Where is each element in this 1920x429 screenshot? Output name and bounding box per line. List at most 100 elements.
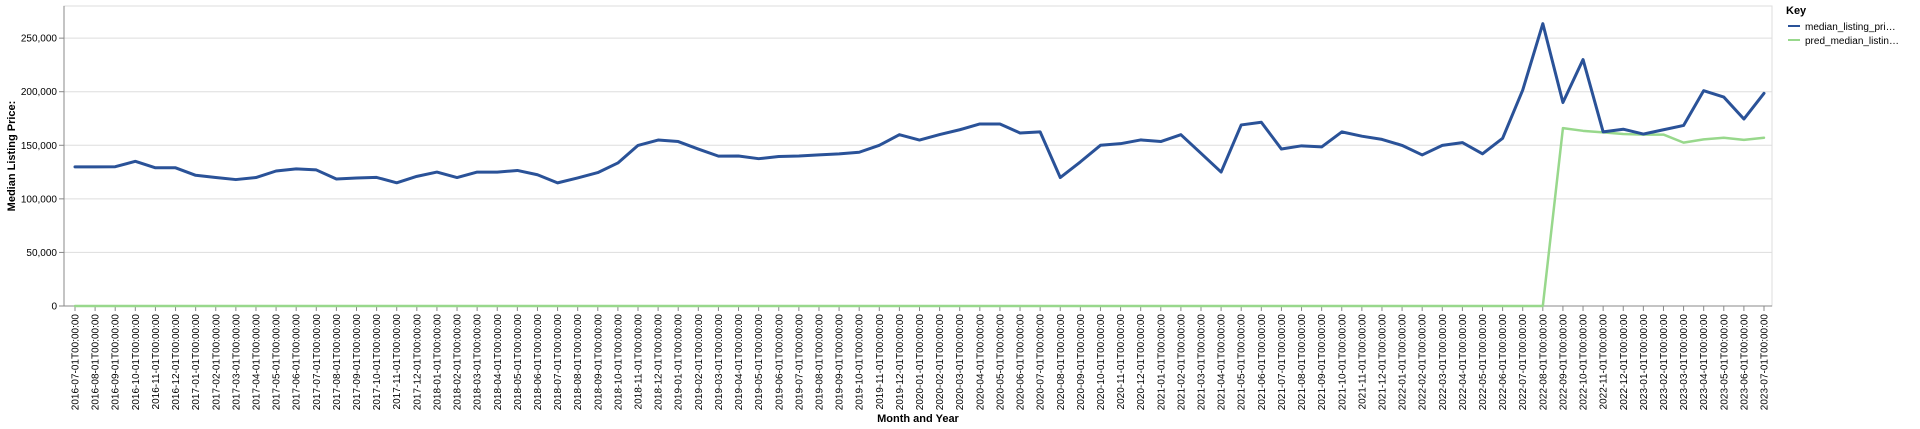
x-tick-label: 2023-01-01T00:00:00 [1639, 314, 1650, 411]
x-tick-label: 2018-07-01T00:00:00 [553, 314, 564, 411]
y-tick-label: 150,000 [21, 141, 58, 152]
x-tick-label: 2017-03-01T00:00:00 [231, 314, 242, 411]
x-tick-label: 2023-07-01T00:00:00 [1760, 314, 1771, 411]
x-tick-label: 2023-06-01T00:00:00 [1739, 314, 1750, 411]
x-tick-label: 2018-08-01T00:00:00 [573, 314, 584, 411]
y-tick-label: 50,000 [26, 248, 57, 259]
y-axis-title: Median Listing Price: [6, 101, 18, 212]
x-tick-label: 2018-11-01T00:00:00 [634, 314, 645, 410]
x-tick-label: 2021-01-01T00:00:00 [1156, 314, 1167, 411]
x-tick-label: 2018-05-01T00:00:00 [513, 314, 524, 411]
x-tick-label: 2021-08-01T00:00:00 [1297, 314, 1308, 411]
x-tick-label: 2021-03-01T00:00:00 [1197, 314, 1208, 411]
x-tick-label: 2019-12-01T00:00:00 [895, 314, 906, 411]
y-tick-label: 250,000 [21, 34, 58, 45]
x-tick-label: 2017-07-01T00:00:00 [312, 314, 323, 411]
x-tick-label: 2021-10-01T00:00:00 [1337, 314, 1348, 411]
x-tick-label: 2023-02-01T00:00:00 [1659, 314, 1670, 411]
x-tick-label: 2017-04-01T00:00:00 [251, 314, 262, 411]
legend-label-pred: pred_median_listin… [1805, 36, 1899, 47]
x-tick-label: 2021-04-01T00:00:00 [1217, 314, 1228, 411]
x-tick-label: 2016-12-01T00:00:00 [171, 314, 182, 411]
x-tick-label: 2020-11-01T00:00:00 [1116, 314, 1127, 410]
x-tick-label: 2017-12-01T00:00:00 [412, 314, 423, 411]
x-tick-label: 2016-10-01T00:00:00 [131, 314, 142, 411]
x-tick-label: 2019-10-01T00:00:00 [855, 314, 866, 411]
x-tick-label: 2016-11-01T00:00:00 [151, 314, 162, 410]
x-tick-label: 2017-09-01T00:00:00 [352, 314, 363, 411]
x-tick-label: 2020-05-01T00:00:00 [995, 314, 1006, 411]
x-tick-label: 2019-05-01T00:00:00 [754, 314, 765, 411]
y-tick-label: 200,000 [21, 87, 58, 98]
x-tick-label: 2021-12-01T00:00:00 [1377, 314, 1388, 411]
x-tick-label: 2017-01-01T00:00:00 [191, 314, 202, 411]
x-tick-label: 2018-03-01T00:00:00 [473, 314, 484, 411]
x-tick-label: 2020-07-01T00:00:00 [1036, 314, 1047, 411]
x-tick-label: 2019-06-01T00:00:00 [774, 314, 785, 411]
x-tick-label: 2018-10-01T00:00:00 [613, 314, 624, 411]
x-tick-label: 2016-09-01T00:00:00 [111, 314, 122, 411]
x-tick-label: 2022-01-01T00:00:00 [1398, 314, 1409, 411]
x-tick-label: 2017-02-01T00:00:00 [211, 314, 222, 411]
series-line-pred-median-listing-price [73, 126, 1766, 308]
x-tick-label: 2021-02-01T00:00:00 [1176, 314, 1187, 411]
y-axis: 0 50,000 100,000 150,000 200,000 250,000 [21, 6, 65, 313]
x-tick-label: 2016-08-01T00:00:00 [91, 314, 102, 411]
x-tick-label: 2021-11-01T00:00:00 [1357, 314, 1368, 410]
x-tick-label: 2019-08-01T00:00:00 [814, 314, 825, 411]
x-tick-label: 2016-07-01T00:00:00 [71, 314, 82, 411]
x-tick-label: 2019-02-01T00:00:00 [694, 314, 705, 411]
x-tick-label: 2020-04-01T00:00:00 [975, 314, 986, 411]
x-tick-label: 2020-08-01T00:00:00 [1056, 314, 1067, 411]
x-tick-label: 2017-06-01T00:00:00 [292, 314, 303, 411]
x-tick-label: 2020-03-01T00:00:00 [955, 314, 966, 411]
legend: Key median_listing_pri… pred_median_list… [1786, 5, 1899, 47]
x-axis: 2016-07-01T00:00:00 2016-08-01T00:00:00 20… [64, 305, 1772, 411]
x-tick-label: 2022-11-01T00:00:00 [1599, 314, 1610, 410]
x-tick-label: 2018-12-01T00:00:00 [654, 314, 665, 411]
x-tick-label: 2023-03-01T00:00:00 [1679, 314, 1690, 411]
x-tick-label: 2022-04-01T00:00:00 [1458, 314, 1469, 411]
x-tick-label: 2017-05-01T00:00:00 [272, 314, 283, 411]
x-axis-title: Month and Year [877, 413, 959, 425]
x-tick-label: 2019-09-01T00:00:00 [835, 314, 846, 411]
x-tick-label: 2020-01-01T00:00:00 [915, 314, 926, 411]
x-tick-label: 2017-10-01T00:00:00 [372, 314, 383, 411]
x-tick-label: 2017-08-01T00:00:00 [332, 314, 343, 411]
x-tick-label: 2019-03-01T00:00:00 [714, 314, 725, 411]
y-tick-label: 0 [51, 302, 57, 313]
x-tick-label: 2018-06-01T00:00:00 [533, 314, 544, 411]
x-tick-label: 2021-06-01T00:00:00 [1257, 314, 1268, 411]
x-tick-label: 2018-09-01T00:00:00 [593, 314, 604, 411]
gridlines [63, 5, 1773, 307]
legend-title: Key [1786, 5, 1807, 17]
x-tick-label: 2020-02-01T00:00:00 [935, 314, 946, 411]
x-tick-label: 2021-09-01T00:00:00 [1317, 314, 1328, 411]
x-tick-label: 2023-04-01T00:00:00 [1699, 314, 1710, 411]
x-tick-label: 2018-02-01T00:00:00 [453, 314, 464, 411]
x-tick-label: 2018-01-01T00:00:00 [432, 314, 443, 411]
x-tick-label: 2021-05-01T00:00:00 [1237, 314, 1248, 411]
x-tick-label: 2020-06-01T00:00:00 [1016, 314, 1027, 411]
legend-label-median: median_listing_pri… [1805, 22, 1896, 33]
series-lines [73, 22, 1766, 308]
x-tick-label: 2022-12-01T00:00:00 [1619, 314, 1630, 411]
x-tick-label: 2022-05-01T00:00:00 [1478, 314, 1489, 411]
x-tick-label: 2022-03-01T00:00:00 [1438, 314, 1449, 411]
x-tick-label: 2022-02-01T00:00:00 [1418, 314, 1429, 411]
x-tick-label: 2022-08-01T00:00:00 [1538, 314, 1549, 411]
x-tick-label: 2022-06-01T00:00:00 [1498, 314, 1509, 411]
x-tick-label: 2022-10-01T00:00:00 [1579, 314, 1590, 411]
series-line-median-listing-price [73, 22, 1766, 185]
x-tick-label: 2022-07-01T00:00:00 [1518, 314, 1529, 411]
x-tick-label: 2023-05-01T00:00:00 [1719, 314, 1730, 411]
x-tick-label: 2020-12-01T00:00:00 [1136, 314, 1147, 411]
x-tick-label: 2019-01-01T00:00:00 [674, 314, 685, 411]
x-tick-label: 2017-11-01T00:00:00 [392, 314, 403, 410]
x-tick-label: 2019-11-01T00:00:00 [875, 314, 886, 410]
x-tick-label: 2020-10-01T00:00:00 [1096, 314, 1107, 411]
x-tick-label: 2019-07-01T00:00:00 [794, 314, 805, 411]
y-tick-label: 100,000 [21, 194, 58, 205]
x-tick-label: 2019-04-01T00:00:00 [734, 314, 745, 411]
plot-frame [63, 5, 1773, 307]
